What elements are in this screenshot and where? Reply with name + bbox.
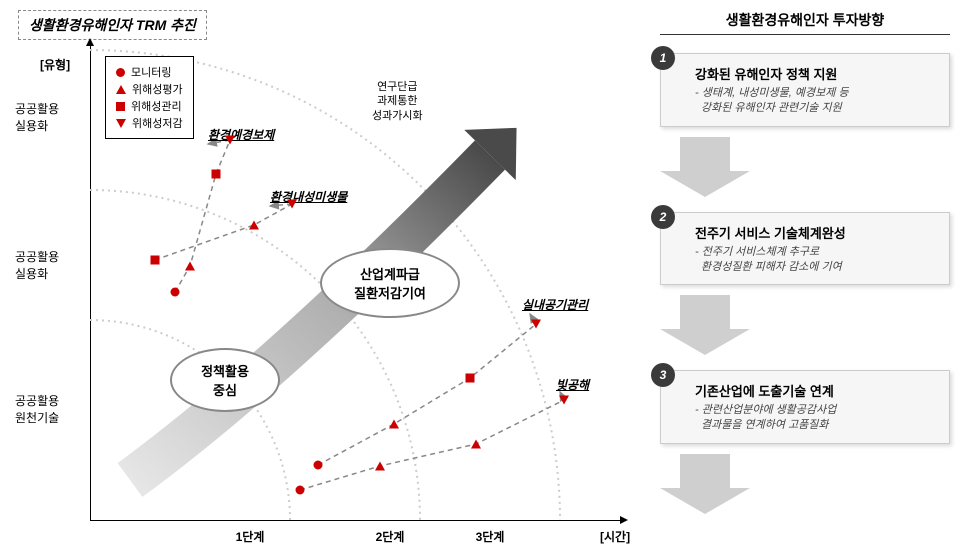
data-marker xyxy=(375,462,385,471)
series-label: 실내공기관리 xyxy=(522,296,588,313)
triangle-down-marker-icon xyxy=(116,119,126,128)
flow-arrow-icon xyxy=(660,137,750,197)
chart-area: 생활환경유해인자 TRM 추진 [유형] [시간] xyxy=(0,0,660,555)
flow-arrow-icon xyxy=(660,295,750,355)
data-marker xyxy=(171,288,180,297)
flow-arrow-icon xyxy=(660,454,750,514)
card-desc: - 생태계, 내성미생물, 예경보제 등 강화된 유해인자 관련기술 지원 xyxy=(695,86,937,116)
data-marker xyxy=(466,374,475,383)
data-marker xyxy=(151,256,160,265)
series-label: 빛공해 xyxy=(556,376,589,393)
data-marker xyxy=(314,461,323,470)
circle-marker-icon xyxy=(116,68,125,77)
card-number-badge: 1 xyxy=(651,46,675,70)
investment-card: 1 강화된 유해인자 정책 지원 - 생태계, 내성미생물, 예경보제 등 강화… xyxy=(660,53,950,127)
legend-label: 위해성평가 xyxy=(132,81,183,97)
card-title: 전주기 서비스 기술체계완성 xyxy=(695,223,937,242)
card-title: 기존산업에 도출기술 연계 xyxy=(695,381,937,400)
y-tick-label: 공공활용원천기술 xyxy=(15,392,85,426)
legend-label: 모니터링 xyxy=(131,64,171,80)
legend-item: 위해성저감 xyxy=(116,115,183,131)
oval-node-start: 정책활용중심 xyxy=(170,348,280,412)
data-marker xyxy=(287,200,297,209)
legend: 모니터링 위해성평가 위해성관리 위해성저감 xyxy=(105,56,194,139)
card-number-badge: 3 xyxy=(651,363,675,387)
series-label: 환경예경보제 xyxy=(208,126,274,143)
data-marker xyxy=(559,396,569,405)
triangle-up-marker-icon xyxy=(116,85,126,94)
legend-label: 위해성저감 xyxy=(132,115,183,131)
square-marker-icon xyxy=(116,102,125,111)
data-marker xyxy=(531,320,541,329)
side-title: 생활환경유해인자 투자방향 xyxy=(660,10,950,35)
x-tick-label: 2단계 xyxy=(376,528,405,545)
card-title: 강화된 유해인자 정책 지원 xyxy=(695,64,937,83)
data-marker xyxy=(389,420,399,429)
legend-item: 모니터링 xyxy=(116,64,183,80)
legend-item: 위해성관리 xyxy=(116,98,183,114)
data-marker xyxy=(212,170,221,179)
legend-item: 위해성평가 xyxy=(116,81,183,97)
investment-card: 2 전주기 서비스 기술체계완성 - 전주기 서비스체계 추구로 환경성질환 피… xyxy=(660,212,950,286)
chart-note: 연구단급과제통한성과가시화 xyxy=(372,80,423,123)
data-marker xyxy=(296,486,305,495)
card-desc: - 전주기 서비스체계 추구로 환경성질환 피해자 감소에 기여 xyxy=(695,245,937,275)
x-tick-label: 3단계 xyxy=(476,528,505,545)
side-panel: 생활환경유해인자 투자방향 1 강화된 유해인자 정책 지원 - 생태계, 내성… xyxy=(660,0,960,555)
data-marker xyxy=(225,136,235,145)
data-marker xyxy=(471,440,481,449)
card-number-badge: 2 xyxy=(651,205,675,229)
oval-node-end: 산업계파급질환저감기여 xyxy=(320,248,460,318)
y-tick-label: 공공활용실용화 xyxy=(15,248,85,282)
investment-card: 3 기존산업에 도출기술 연계 - 관련산업분야에 생활공감사업 결과물을 연계… xyxy=(660,370,950,444)
series-label: 환경내성미생물 xyxy=(270,188,347,205)
legend-label: 위해성관리 xyxy=(131,98,182,114)
y-tick-label: 공공활용실용화 xyxy=(15,100,85,134)
data-marker xyxy=(249,221,259,230)
card-desc: - 관련산업분야에 생활공감사업 결과물을 연계하여 고품질화 xyxy=(695,403,937,433)
x-tick-label: 1단계 xyxy=(236,528,265,545)
data-marker xyxy=(185,262,195,271)
